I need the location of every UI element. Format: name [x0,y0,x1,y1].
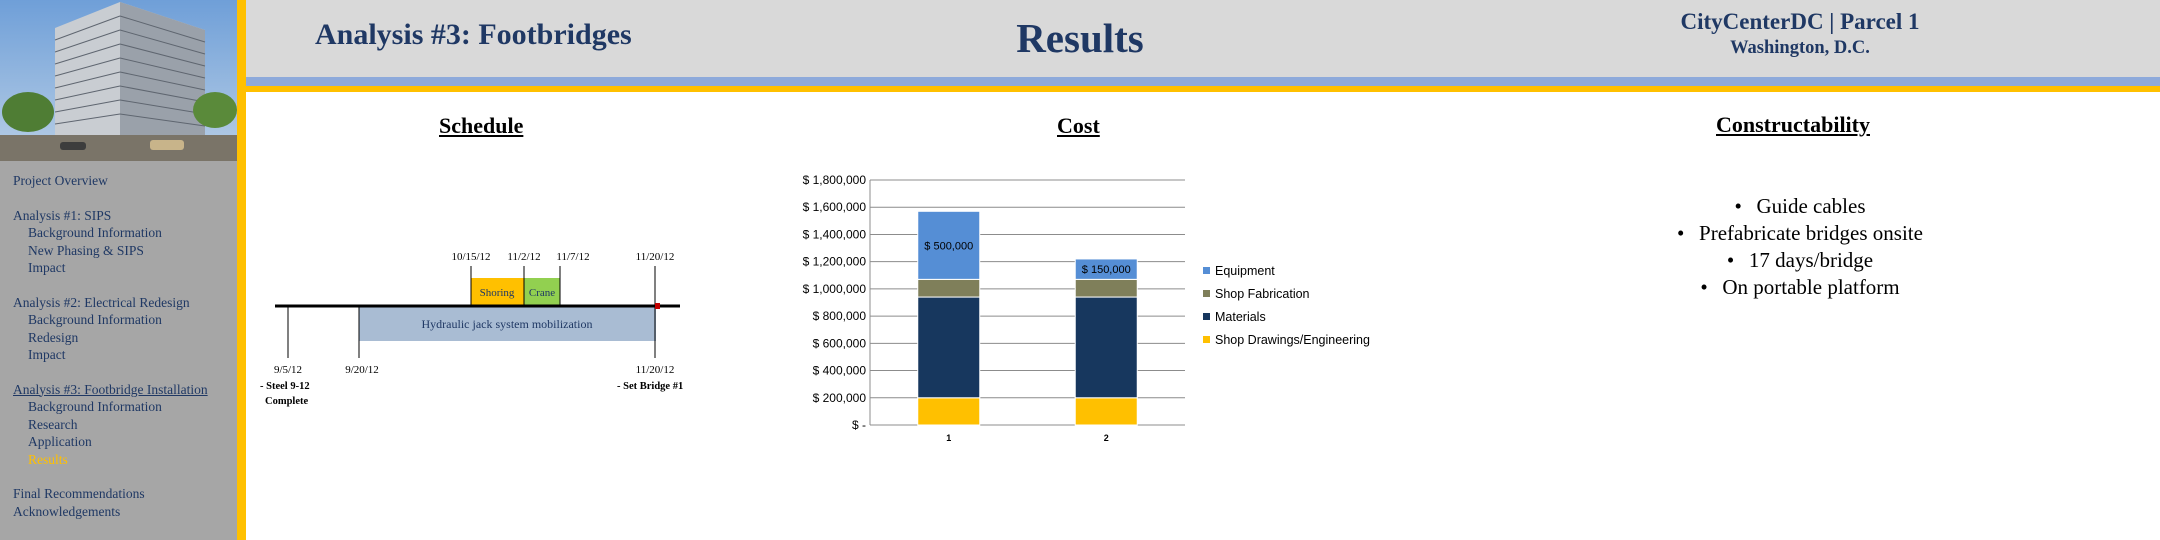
date-start: 9/5/12 [274,364,302,376]
y-tick-label: $ - [852,418,866,432]
page-title: Results [1016,15,1144,61]
nav-item[interactable]: Project Overview [13,173,108,188]
bar-segment [917,278,981,298]
analysis-title: Analysis #3: Footbridges [315,18,632,51]
constructability-list: • Guide cables • Prefabricate bridges onsit… [1600,193,2000,301]
y-tick-label: $ 1,800,000 [803,173,867,187]
date-shoring-start: 10/15/12 [451,251,490,263]
y-tick-label: $ 1,200,000 [803,255,867,269]
bullet-item: • Prefabricate bridges onsite [1600,220,2000,247]
nav-item[interactable]: Impact [28,260,66,275]
legend-swatch [1203,313,1210,320]
y-tick-label: $ 1,400,000 [803,227,867,241]
x-tick-label: 1 [946,433,951,443]
nav-item[interactable]: Background Information [28,399,162,414]
bullet-item: • On portable platform [1600,274,2000,301]
shoring-bar [471,278,524,306]
date-end: 11/20/12 [636,364,675,376]
bar-segment [1074,278,1138,298]
legend-swatch [1203,290,1210,297]
bullet-dot: • [1734,194,1742,218]
bar-segment [1074,296,1138,399]
schedule-timeline: Hydraulic jack system mobilization Shori… [255,240,715,425]
data-label: $ 500,000 [924,240,973,252]
nav-item[interactable]: New Phasing & SIPS [28,242,144,258]
bar-segment [917,397,981,426]
hydraulic-bar-label: Hydraulic jack system mobilization [422,317,593,331]
project-location: Washington, D.C. [1730,38,1870,58]
nav-item[interactable]: Results [28,451,68,467]
nav-item[interactable]: Research [28,416,78,432]
bullet-text: Guide cables [1756,194,1866,218]
date-crane-start: 11/2/12 [507,251,540,263]
legend-swatch [1203,336,1210,343]
nav-item[interactable]: Acknowledgements [13,503,121,519]
x-tick-label: 2 [1104,433,1109,443]
y-tick-label: $ 600,000 [813,336,867,350]
schedule-title: Schedule [439,113,524,138]
milestone-steel-line2: Complete [265,396,308,407]
nav-item[interactable]: Impact [28,347,66,362]
date-mobilization: 9/20/12 [345,364,379,376]
shoring-bar-label: Shoring [480,287,515,299]
header-bar [246,0,2160,77]
sidebar-border [237,0,246,540]
y-tick-label: $ 1,000,000 [803,282,867,296]
bullet-dot: • [1726,248,1735,272]
legend-swatch [1203,267,1210,274]
bar-segment [917,210,981,280]
end-marker [655,303,660,309]
date-bridge-top: 11/20/12 [636,251,675,263]
bullet-dot: • [1700,275,1708,299]
header-stripe-blue [246,77,2160,86]
bar-segment [1074,258,1138,280]
date-crane-end: 11/7/12 [556,251,589,263]
nav-item[interactable]: Background Information [28,312,162,327]
bar-segment [1074,397,1138,426]
legend-label: Materials [1215,310,1266,324]
bullet-text: On portable platform [1722,275,1900,299]
legend-label: Shop Fabrication [1215,287,1310,301]
cost-title: Cost [1057,113,1100,138]
header-stripe-gold [246,86,2160,92]
data-label: $ 150,000 [1082,264,1131,276]
hydraulic-mobilization-bar [359,306,656,341]
y-tick-label: $ 800,000 [813,309,867,323]
bullet-item: • Guide cables [1600,193,2000,220]
crane-bar-label: Crane [529,287,555,299]
nav-item[interactable]: Application [28,434,92,449]
bullet-text: Prefabricate bridges onsite [1699,221,1923,245]
milestone-bridge: - Set Bridge #1 [617,381,683,392]
nav-item[interactable]: Analysis #1: SIPS [13,207,112,223]
y-tick-label: $ 1,600,000 [803,200,867,214]
constructability-title: Constructability [1716,112,1870,137]
nav-item[interactable]: Background Information [28,225,162,240]
project-info: CityCenterDC | Parcel 1 Washington, D.C. [1600,9,2000,59]
nav-item[interactable]: Analysis #3: Footbridge Installation [13,381,208,397]
bullet-dot: • [1677,221,1685,245]
nav-item[interactable]: Redesign [28,329,79,345]
sidebar: Project Overview Analysis #1: SIPS Backgro… [0,0,237,540]
bar-segment [917,296,981,399]
bullet-item: • 17 days/bridge [1600,247,2000,274]
project-name: CityCenterDC | Parcel 1 [1680,9,1920,34]
y-tick-label: $ 400,000 [813,364,867,378]
legend-label: Shop Drawings/Engineering [1215,333,1370,347]
crane-bar [524,278,560,306]
building-photo [0,0,237,161]
nav-item[interactable]: Final Recommendations [13,486,145,501]
y-tick-label: $ 200,000 [813,391,867,405]
cost-chart: $ - $ 200,000 $ 400,000 $ 600,000 $ 800,000 $… [780,165,1420,455]
milestone-steel-line1: - Steel 9-12 [260,381,310,392]
sidebar-nav: Project Overview Analysis #1: SIPS Backgro… [13,172,235,520]
bullet-text: 17 days/bridge [1748,248,1874,272]
nav-item[interactable]: Analysis #2: Electrical Redesign [13,294,190,310]
legend-label: Equipment [1215,264,1275,278]
